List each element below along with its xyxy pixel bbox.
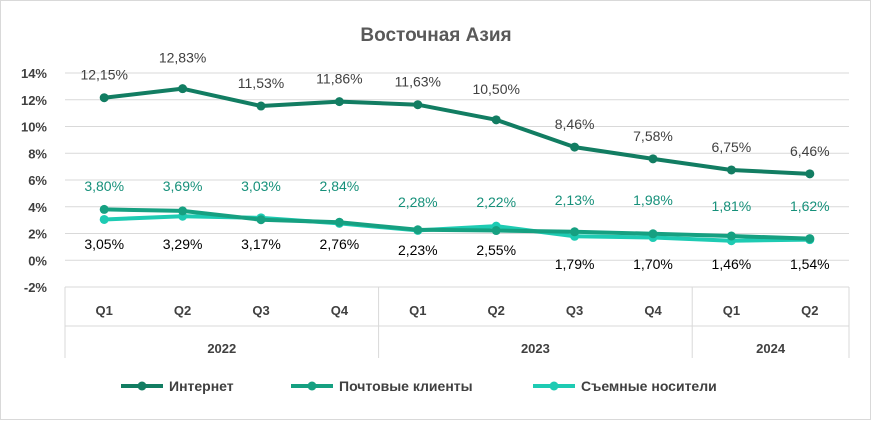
data-point bbox=[99, 214, 109, 224]
data-point bbox=[99, 93, 109, 103]
legend-marker bbox=[549, 381, 559, 391]
data-label: 11,86% bbox=[316, 71, 362, 87]
series-line bbox=[102, 207, 812, 241]
data-label: 6,75% bbox=[712, 139, 752, 155]
y-tick-label: 8% bbox=[28, 146, 47, 161]
data-point bbox=[413, 225, 423, 235]
data-label: 3,29% bbox=[163, 236, 203, 252]
data-point bbox=[648, 154, 658, 164]
gridlines bbox=[65, 72, 849, 288]
x-tick-label: Q2 bbox=[174, 303, 191, 318]
data-point bbox=[256, 101, 266, 111]
data-point bbox=[99, 204, 109, 214]
data-label: 2,23% bbox=[398, 242, 438, 258]
y-tick-label: 12% bbox=[21, 93, 47, 108]
x-tick-label: Q2 bbox=[488, 303, 505, 318]
data-label: 1,79% bbox=[555, 256, 595, 272]
data-label: 2,76% bbox=[320, 236, 360, 252]
y-tick-label: 2% bbox=[28, 227, 47, 242]
legend-label: Съемные носители bbox=[581, 378, 717, 394]
series-group bbox=[99, 84, 815, 246]
legend-marker bbox=[307, 381, 317, 391]
data-point bbox=[334, 97, 344, 107]
data-label: 7,58% bbox=[633, 128, 673, 144]
data-label: 3,17% bbox=[241, 236, 281, 252]
data-point bbox=[726, 231, 736, 241]
y-tick-label: 4% bbox=[28, 200, 47, 215]
y-tick-label: 0% bbox=[28, 253, 47, 268]
y-tick-label: 6% bbox=[28, 173, 47, 188]
x-tick-label: Q1 bbox=[96, 303, 113, 318]
data-label: 12,83% bbox=[159, 50, 206, 66]
x-tick-label: Q2 bbox=[801, 303, 818, 318]
data-label: 2,22% bbox=[476, 194, 516, 210]
x-tick-label: Q1 bbox=[723, 303, 740, 318]
data-point bbox=[413, 100, 423, 110]
data-label: 6,46% bbox=[790, 143, 830, 159]
data-label: 11,53% bbox=[238, 75, 284, 91]
data-point bbox=[178, 84, 188, 94]
y-tick-label: 14% bbox=[21, 66, 47, 81]
chart-title: Восточная Азия bbox=[360, 25, 511, 46]
x-tick-label: Q4 bbox=[644, 303, 662, 318]
y-tick-label: 10% bbox=[21, 120, 47, 135]
data-label: 3,03% bbox=[241, 178, 281, 194]
data-point bbox=[178, 206, 188, 216]
data-label: 8,46% bbox=[555, 116, 595, 132]
data-point bbox=[334, 217, 344, 227]
data-label: 1,54% bbox=[790, 256, 830, 272]
legend: Интернет Почтовые клиенты Съемные носители bbox=[121, 378, 717, 394]
x-tick-label: Q4 bbox=[331, 303, 349, 318]
data-point bbox=[648, 229, 658, 239]
data-point bbox=[805, 169, 815, 179]
legend-label: Интернет bbox=[169, 378, 234, 394]
data-label: 3,69% bbox=[163, 178, 203, 194]
data-point bbox=[256, 215, 266, 225]
data-label: 2,84% bbox=[320, 178, 360, 194]
y-tick-label: -2% bbox=[24, 280, 48, 295]
data-point bbox=[491, 115, 501, 125]
year-label: 2023 bbox=[521, 341, 550, 356]
data-point bbox=[805, 234, 815, 244]
axes: 14% 12% 10% 8% 6% 4% 2% 0% -2% 2022 2023 2024 Q1 Q2 Q3… bbox=[21, 66, 850, 358]
data-label: 2,55% bbox=[476, 242, 516, 258]
data-label: 1,46% bbox=[712, 256, 752, 272]
legend-marker bbox=[137, 381, 147, 391]
data-point bbox=[726, 165, 736, 175]
data-point bbox=[570, 142, 580, 152]
data-label: 1,70% bbox=[633, 256, 673, 272]
data-labels: 12,15% 12,83% 11,53% 11,86% 11,63% 10,50% 8,46… bbox=[80, 50, 829, 272]
data-point bbox=[570, 227, 580, 237]
year-label: 2024 bbox=[756, 341, 786, 356]
data-label: 1,98% bbox=[633, 192, 673, 208]
data-label: 2,13% bbox=[555, 192, 595, 208]
x-tick-label: Q3 bbox=[566, 303, 583, 318]
x-tick-label: Q1 bbox=[409, 303, 426, 318]
data-label: 11,63% bbox=[395, 74, 441, 90]
data-point bbox=[491, 226, 501, 236]
legend-label: Почтовые клиенты bbox=[339, 378, 473, 394]
data-label: 10,50% bbox=[472, 81, 519, 97]
data-label: 2,28% bbox=[398, 194, 438, 210]
data-label: 3,80% bbox=[84, 178, 124, 194]
x-tick-label: Q3 bbox=[252, 303, 269, 318]
data-label: 1,62% bbox=[790, 198, 830, 214]
series-line bbox=[102, 86, 812, 176]
data-label: 12,15% bbox=[80, 67, 127, 83]
year-label: 2022 bbox=[207, 341, 236, 356]
data-label: 3,05% bbox=[84, 236, 124, 252]
data-label: 1,81% bbox=[712, 198, 752, 214]
